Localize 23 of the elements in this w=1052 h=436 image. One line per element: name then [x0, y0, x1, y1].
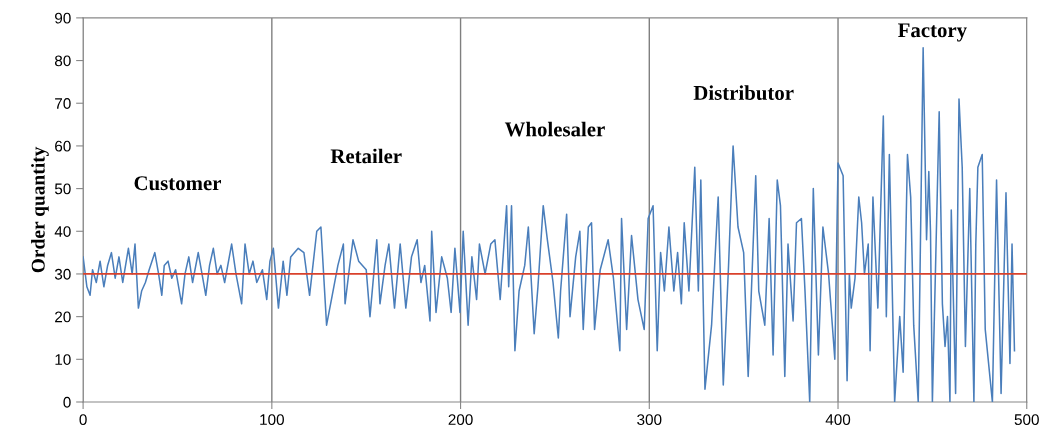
x-tick-label: 200: [448, 414, 473, 426]
y-tick-label: 80: [54, 55, 71, 67]
y-tick-label: 50: [54, 183, 71, 195]
y-tick-label: 70: [55, 98, 71, 109]
x-tick-label: 500: [1014, 414, 1039, 426]
annotation: Customer: [134, 176, 221, 191]
annotation: Distributor: [693, 85, 794, 100]
line-series: [83, 46, 1016, 402]
y-tick-label: 90: [55, 12, 71, 24]
x-tick-label: 400: [825, 414, 851, 426]
y-axis-title: Order quantity: [31, 146, 49, 273]
annotation: Wholesaler: [504, 121, 605, 137]
x-tick-label: 100: [260, 414, 284, 426]
y-tick-label: 40: [54, 226, 71, 237]
y-tick-label: 60: [55, 140, 71, 152]
x-tick-label: 300: [637, 414, 662, 426]
annotation: Factory: [898, 23, 967, 42]
y-tick-label: 20: [55, 311, 71, 323]
y-tick-label: 0: [63, 396, 71, 408]
x-tick-label: 0: [79, 414, 87, 426]
y-tick-label: 10: [55, 354, 71, 365]
y-tick-label: 30: [54, 268, 71, 280]
annotation: Retailer: [330, 148, 402, 164]
